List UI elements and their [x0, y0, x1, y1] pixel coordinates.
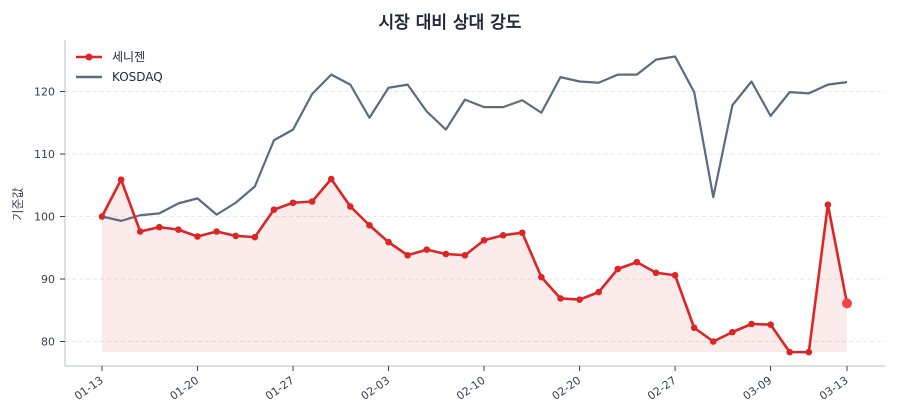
x-tick-label: 01-20: [168, 374, 202, 403]
data-point-marker: [194, 233, 201, 240]
data-point-marker: [633, 258, 641, 266]
data-point-marker: [270, 206, 278, 213]
data-point-marker: [423, 246, 431, 253]
series-lines: [100, 55, 849, 354]
data-point-marker: [709, 338, 717, 345]
x-tick-label: 02-20: [550, 374, 584, 403]
data-point-marker: [729, 328, 736, 336]
legend-label-kosdaq: KOSDAQ: [112, 70, 163, 84]
senigen-line: [100, 177, 849, 354]
data-point-marker: [671, 271, 679, 279]
legend-label-senigen: 세니젠: [112, 50, 145, 64]
legend: 세니젠 KOSDAQ: [76, 50, 163, 84]
data-point-marker: [767, 321, 774, 328]
series-fill-area: [102, 179, 847, 353]
data-point-marker: [499, 231, 507, 239]
data-point-marker: [805, 348, 813, 356]
data-point-marker: [824, 201, 832, 208]
data-point-marker: [232, 232, 240, 240]
y-tick-label: 80: [41, 336, 55, 349]
x-tick-label: 02-03: [359, 374, 393, 403]
y-tick-label: 120: [34, 86, 55, 99]
y-axis-label: 기준값: [11, 187, 25, 220]
data-point-marker: [595, 288, 602, 296]
data-point-marker: [480, 236, 488, 244]
data-point-marker: [251, 233, 259, 241]
data-point-marker: [786, 348, 793, 356]
x-axis-ticks: 01-13 01-20 01-27 02-03 02-10 02-20 02-27 03-09…: [72, 366, 851, 403]
x-tick-label: 01-27: [263, 374, 297, 403]
data-point-marker: [289, 199, 297, 207]
data-point-marker: [404, 251, 411, 259]
data-point-marker: [385, 238, 392, 246]
y-tick-label: 100: [34, 211, 55, 224]
data-point-marker: [690, 324, 698, 332]
data-point-marker: [461, 251, 469, 259]
y-tick-label: 110: [34, 148, 55, 161]
x-tick-label: 01-13: [72, 374, 106, 403]
data-point-marker: [518, 229, 526, 237]
data-point-marker: [366, 221, 373, 229]
data-point-marker: [156, 223, 163, 231]
data-point-marker: [347, 203, 354, 210]
data-point-marker: [614, 265, 622, 273]
data-point-marker: [327, 175, 335, 183]
series-markers: [98, 175, 852, 356]
data-point-marker: [652, 269, 660, 277]
y-gridlines: [65, 91, 885, 342]
x-tick-label: 02-10: [454, 374, 488, 403]
data-point-marker: [557, 295, 564, 302]
data-point-marker: [576, 296, 583, 303]
y-tick-label: 90: [41, 273, 55, 286]
senigen-fill-area: [102, 179, 847, 353]
data-point-marker: [748, 320, 755, 328]
y-axis-ticks: 80 90 100 110 120: [34, 86, 65, 349]
data-point-marker: [213, 228, 220, 235]
data-point-marker: [175, 226, 182, 233]
latest-point-marker: [842, 298, 852, 309]
legend-item-senigen: 세니젠: [76, 50, 145, 64]
kosdaq-line: [101, 55, 848, 222]
x-tick-label: 03-13: [817, 374, 851, 403]
data-point-marker: [538, 273, 545, 281]
data-point-marker: [442, 250, 450, 258]
x-tick-label: 03-09: [741, 374, 775, 403]
data-point-marker: [98, 213, 106, 220]
legend-item-kosdaq: KOSDAQ: [76, 70, 163, 84]
legend-marker-icon: [85, 53, 93, 61]
chart-title: 시장 대비 상대 강도: [379, 13, 522, 33]
x-tick-label: 02-27: [645, 374, 679, 403]
data-point-marker: [308, 198, 316, 205]
data-point-marker: [136, 228, 144, 235]
data-point-marker: [117, 176, 125, 183]
